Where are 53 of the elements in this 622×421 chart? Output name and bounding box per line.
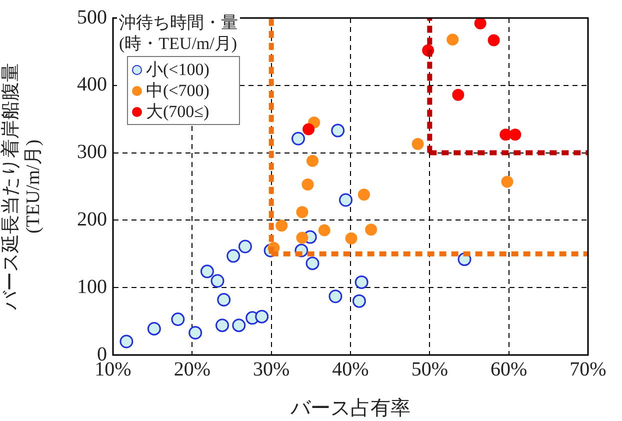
point xyxy=(365,224,378,236)
x-tick-label: 20% xyxy=(174,358,211,380)
point xyxy=(501,176,514,188)
point xyxy=(216,318,229,332)
y-tick-label: 300 xyxy=(77,141,107,164)
point xyxy=(296,206,308,218)
point xyxy=(446,34,459,46)
point xyxy=(474,18,486,30)
y-axis-title: バース延長当たり着岸船腹量 (TEU/m/月) xyxy=(0,63,44,311)
point xyxy=(226,249,240,263)
point xyxy=(354,275,368,289)
point xyxy=(452,88,464,101)
point xyxy=(306,154,318,167)
point xyxy=(331,124,345,138)
point xyxy=(171,312,185,326)
point xyxy=(238,240,252,254)
x-axis-title: バース占有率 xyxy=(290,397,410,420)
x-tick-label: 60% xyxy=(490,358,528,380)
point xyxy=(302,178,314,190)
point xyxy=(120,334,134,348)
legend-label: 小(<100) xyxy=(146,59,210,80)
point xyxy=(412,138,424,150)
point xyxy=(276,220,288,232)
point xyxy=(358,188,370,201)
point xyxy=(200,264,214,278)
x-tick-label: 70% xyxy=(570,358,606,380)
point xyxy=(306,256,320,270)
point xyxy=(217,292,231,306)
y-tick-label: 200 xyxy=(77,208,107,230)
y-tick-label: 100 xyxy=(77,276,107,298)
point xyxy=(147,322,161,336)
point xyxy=(509,128,522,141)
point xyxy=(296,232,308,244)
point xyxy=(328,290,342,304)
x-tick-label: 30% xyxy=(252,358,290,380)
point xyxy=(352,294,366,308)
point xyxy=(292,132,305,146)
point xyxy=(345,232,358,244)
y-tick-label: 400 xyxy=(77,74,107,96)
point xyxy=(210,274,224,288)
x-tick-label: 40% xyxy=(332,358,369,380)
point xyxy=(255,310,269,324)
point xyxy=(188,326,202,340)
y-tick-label: 500 xyxy=(77,6,107,28)
point xyxy=(302,123,315,136)
legend-title: 沖待ち時間・量 (時・TEU/m/月) xyxy=(118,12,239,54)
point xyxy=(232,318,246,332)
legend-label: 中(<700) xyxy=(146,80,210,101)
x-tick-label: 50% xyxy=(411,358,448,380)
point xyxy=(339,193,352,207)
legend-label: 大(700≤) xyxy=(146,101,210,122)
point xyxy=(318,224,330,236)
point xyxy=(488,34,500,46)
